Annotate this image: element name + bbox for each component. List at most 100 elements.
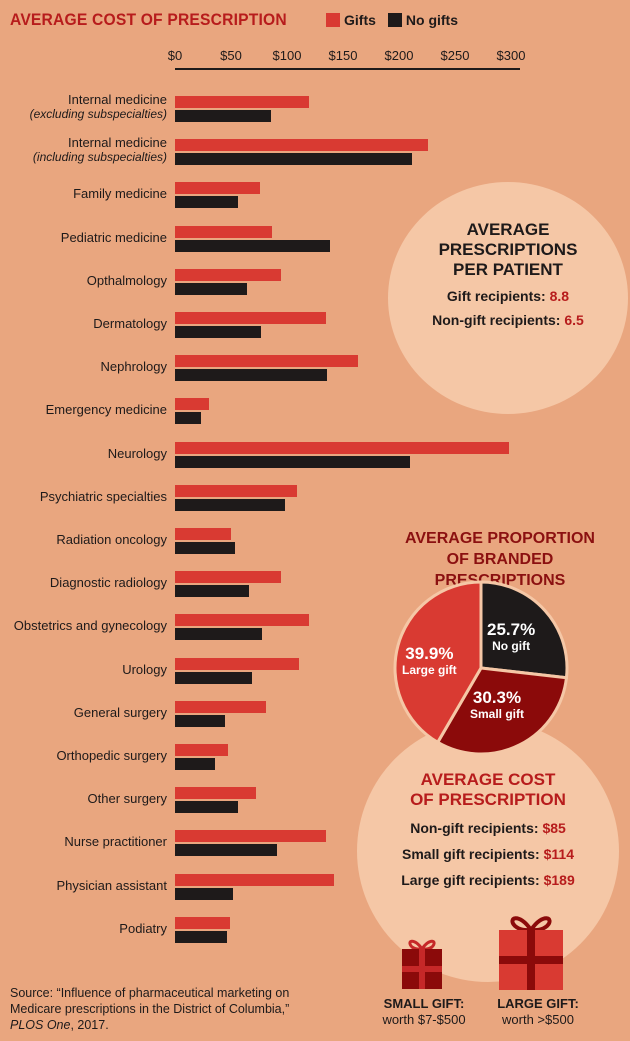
avg-cost-row-label: Non-gift recipients: xyxy=(410,820,539,836)
bar-no-gifts xyxy=(175,758,216,770)
pie-slice-large-gift xyxy=(393,580,483,745)
x-axis-line xyxy=(175,68,520,70)
bar-gifts xyxy=(175,398,209,411)
bar-no-gifts xyxy=(175,585,249,598)
bar-gifts xyxy=(175,700,266,713)
category-label: Pediatric medicine xyxy=(61,230,167,245)
per-patient-title-line: PRESCRIPTIONS xyxy=(438,240,578,259)
category-label: Neurology xyxy=(108,446,167,461)
bar-gifts xyxy=(175,182,261,195)
avg-cost-row: Non-gift recipients: $85 xyxy=(357,820,619,836)
gift-recipients-value: 8.8 xyxy=(549,288,570,304)
pie-label-no-gift: 25.7% No gift xyxy=(487,621,535,654)
bar-gifts xyxy=(175,355,358,368)
bar-no-gifts xyxy=(175,455,411,468)
legend-gifts: Gifts xyxy=(326,12,376,28)
bar-gifts xyxy=(175,787,256,800)
x-tick-label: $200 xyxy=(384,48,414,63)
category-label: Psychiatric specialties xyxy=(40,489,167,504)
bar-gifts xyxy=(175,614,310,627)
category-label: Internal medicine (including subspecialti… xyxy=(33,135,167,165)
per-patient-title-line: PER PATIENT xyxy=(453,260,563,279)
per-patient-title: AVERAGE PRESCRIPTIONS PER PATIENT xyxy=(388,220,628,280)
large-gift-caption-title: LARGE GIFT: xyxy=(497,996,579,1011)
chart-title: AVERAGE COST OF PRESCRIPTION xyxy=(10,10,287,29)
avg-cost-row-value: $189 xyxy=(543,872,575,888)
bar-no-gifts xyxy=(175,671,253,684)
bar-no-gifts xyxy=(175,239,330,252)
bar-no-gifts xyxy=(175,887,234,900)
avg-cost-row-label: Large gift recipients: xyxy=(401,872,540,888)
bar-no-gifts xyxy=(175,498,285,511)
per-patient-circle: AVERAGE PRESCRIPTIONS PER PATIENT Gift r… xyxy=(388,182,628,414)
category-name: Neurology xyxy=(107,445,167,461)
branded-pie-chart xyxy=(393,580,569,756)
legend-no-gifts-swatch xyxy=(387,13,402,27)
category-name: Nephrology xyxy=(100,359,168,375)
category-label: Physician assistant xyxy=(56,878,167,893)
bar-gifts xyxy=(175,873,335,886)
bar-gifts xyxy=(175,657,300,670)
avg-cost-circle: AVERAGE COST OF PRESCRIPTION Non-gift re… xyxy=(357,720,619,982)
small-gift-caption-title: SMALL GIFT: xyxy=(383,996,465,1011)
large-gift-icon xyxy=(499,916,563,990)
category-name: Obstetrics and gynecology xyxy=(13,618,167,634)
category-label: Family medicine xyxy=(73,186,167,201)
x-tick-label: $0 xyxy=(167,48,183,63)
bar-no-gifts xyxy=(175,110,272,122)
category-label: General surgery xyxy=(74,705,167,720)
x-tick-label: $50 xyxy=(220,48,242,63)
branded-title-line: AVERAGE PROPORTION xyxy=(405,530,595,547)
avg-cost-row: Small gift recipients: $114 xyxy=(357,846,619,862)
category-name: Pediatric medicine xyxy=(60,229,167,245)
category-name: Dermatology xyxy=(93,316,167,331)
nongift-recipients-row: Non-gift recipients: 6.5 xyxy=(388,312,628,328)
category-name: Diagnostic radiology xyxy=(49,575,167,591)
category-name: Internal medicine xyxy=(68,92,167,107)
bar-gifts xyxy=(175,312,327,324)
pie-label-no-gift-text: No gift xyxy=(492,639,531,653)
bar-gifts xyxy=(175,484,298,497)
category-name: Psychiatric specialties xyxy=(39,488,167,504)
bar-no-gifts xyxy=(175,930,227,943)
x-tick-label: $100 xyxy=(272,48,302,63)
bar-no-gifts xyxy=(175,542,236,554)
avg-cost-title-line: OF PRESCRIPTION xyxy=(410,790,566,809)
bar-no-gifts xyxy=(175,628,263,641)
category-name: Internal medicine xyxy=(68,135,167,151)
pie-label-small-gift-text: Small gift xyxy=(470,707,525,721)
nongift-recipients-value: 6.5 xyxy=(564,312,584,328)
bar-no-gifts xyxy=(175,801,238,814)
avg-cost-row-value: $114 xyxy=(543,846,574,862)
bar-no-gifts xyxy=(175,282,247,295)
legend-gifts-label: Gifts xyxy=(344,12,376,28)
bar-gifts xyxy=(175,139,429,152)
pie-label-large-gift: 39.9% Large gift xyxy=(402,645,457,678)
pie-slice-no-gift xyxy=(479,580,569,680)
legend-no-gifts: No gifts xyxy=(387,12,458,28)
legend: Gifts No gifts xyxy=(326,12,464,28)
bar-no-gifts xyxy=(175,196,238,209)
category-name: Other surgery xyxy=(87,791,167,807)
small-gift-caption-worth: worth $7-$500 xyxy=(382,1012,466,1027)
category-name: Nurse practitioner xyxy=(64,834,167,850)
pie-label-small-gift-pct: 30.3% xyxy=(472,688,522,707)
category-subtitle: (including subspecialties) xyxy=(32,150,167,165)
category-name: Emergency medicine xyxy=(45,402,167,418)
category-name: Orthopedic surgery xyxy=(56,748,167,763)
bar-gifts xyxy=(175,571,282,584)
category-label: Dermatology xyxy=(93,316,167,331)
category-label: Radiation oncology xyxy=(56,532,167,547)
category-label: Other surgery xyxy=(88,791,167,806)
category-label: Obstetrics and gynecology xyxy=(14,618,167,633)
bar-gifts xyxy=(175,916,230,929)
bar-gifts xyxy=(175,96,310,108)
bar-gifts xyxy=(175,225,273,238)
category-name: Family medicine xyxy=(73,186,167,202)
nongift-recipients-label: Non-gift recipients: xyxy=(432,312,561,328)
category-name: Urology xyxy=(122,661,167,677)
source-citation: Source: “Influence of pharmaceutical mar… xyxy=(10,985,300,1033)
category-label: Nurse practitioner xyxy=(64,834,167,849)
x-tick-label: $250 xyxy=(440,48,470,63)
category-name: General surgery xyxy=(73,704,167,720)
